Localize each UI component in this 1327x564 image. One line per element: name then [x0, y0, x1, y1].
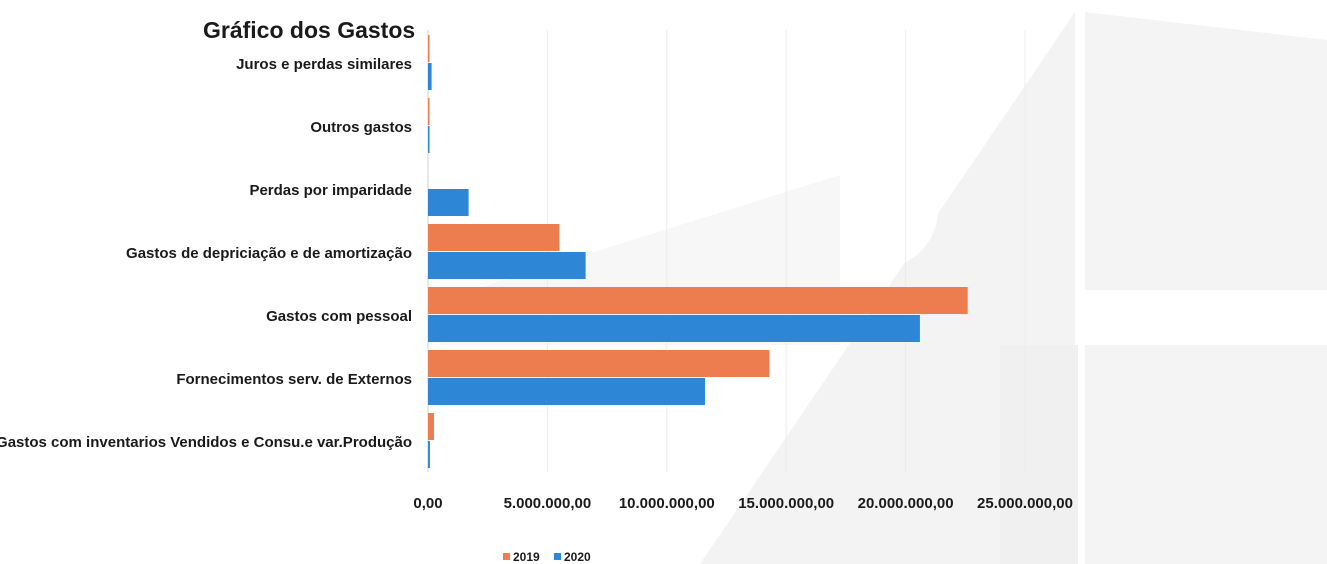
- bar-2019-0: [428, 35, 430, 62]
- category-label-1: Outros gastos: [310, 119, 412, 136]
- bar-2019-6: [428, 413, 434, 440]
- x-tick-label-0: 0,00: [413, 495, 442, 512]
- legend: 2019 2020: [503, 550, 591, 564]
- x-tick-label-3: 15.000.000,00: [738, 495, 834, 512]
- bars: [428, 35, 968, 468]
- legend-swatch-2019: [503, 553, 510, 560]
- bar-2020-3: [428, 252, 586, 279]
- bar-2020-4: [428, 315, 920, 342]
- bar-2020-5: [428, 378, 706, 405]
- bar-2019-1: [428, 98, 430, 125]
- legend-swatch-2020: [554, 553, 561, 560]
- category-label-3: Gastos de depriciação e de amortização: [126, 245, 412, 262]
- x-tick-label-4: 20.000.000,00: [858, 495, 954, 512]
- bar-2019-3: [428, 224, 560, 251]
- x-tick-label-1: 5.000.000,00: [504, 495, 592, 512]
- category-label-4: Gastos com pessoal: [266, 308, 412, 325]
- category-label-2: Perdas por imparidade: [249, 182, 412, 199]
- category-label-0: Juros e perdas similares: [236, 56, 412, 73]
- x-tick-label-5: 25.000.000,00: [977, 495, 1073, 512]
- chart-title: Gráfico dos Gastos: [203, 17, 415, 43]
- legend-label-2019: 2019: [513, 550, 540, 564]
- category-label-5: Fornecimentos serv. de Externos: [176, 371, 412, 388]
- bar-2020-2: [428, 189, 469, 216]
- bar-2019-5: [428, 350, 770, 377]
- bar-2020-1: [428, 126, 430, 153]
- category-label-6: Gastos com inventarios Vendidos e Consu.…: [0, 434, 412, 451]
- x-axis-tick-labels: 0,00 5.000.000,00 10.000.000,00 15.000.000,…: [413, 495, 1073, 512]
- bar-2019-4: [428, 287, 968, 314]
- legend-label-2020: 2020: [564, 550, 591, 564]
- bar-2020-6: [428, 441, 430, 468]
- bar-2020-0: [428, 63, 432, 90]
- category-labels: Juros e perdas similares Outros gastos Per…: [0, 56, 412, 451]
- x-tick-label-2: 10.000.000,00: [619, 495, 715, 512]
